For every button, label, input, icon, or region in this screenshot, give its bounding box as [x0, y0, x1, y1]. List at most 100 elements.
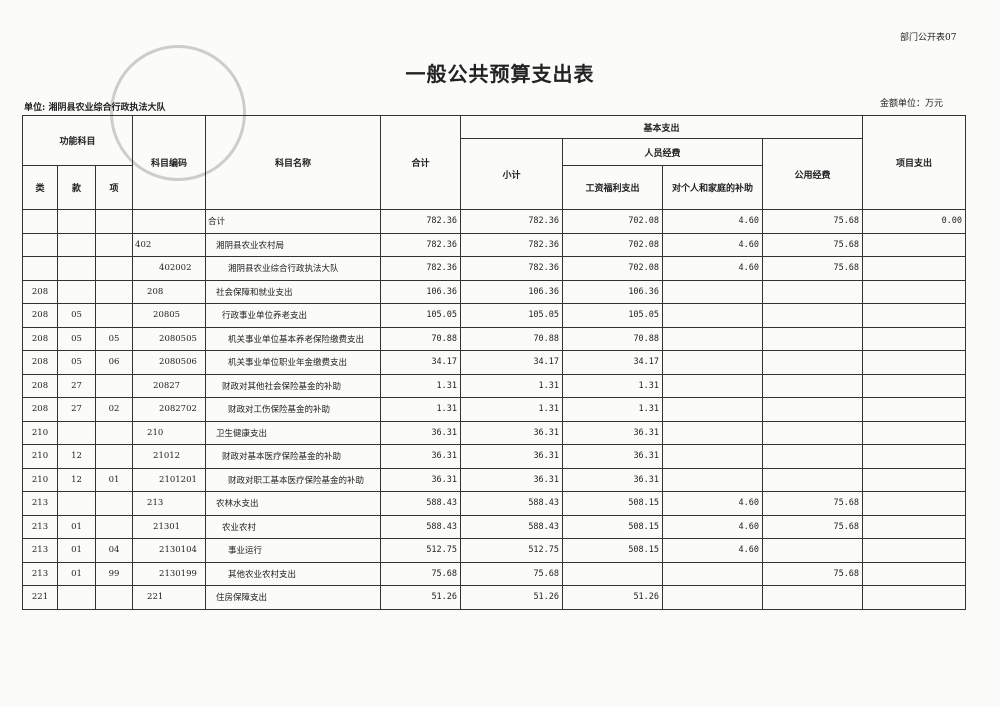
header: 工资福利支出 — [562, 165, 664, 210]
table-body: 合计 782.36 782.36 702.08 4.60 75.68 0.00 402 湘阴县农… — [22, 209, 967, 610]
table-cell — [662, 561, 764, 586]
table-cell — [862, 326, 967, 351]
header: 对个人和家庭的补助 — [662, 165, 764, 210]
table-cell: 财政对其他社会保险基金的补助 — [205, 373, 382, 398]
table-cell: 106.36 — [460, 279, 564, 304]
table-row: 合计 782.36 782.36 702.08 4.60 75.68 0.00 — [22, 209, 967, 234]
table-cell — [94, 303, 134, 328]
table-cell: 221 — [22, 585, 58, 610]
table-cell: 208 — [132, 279, 207, 304]
table-cell: 财政对工伤保险基金的补助 — [205, 397, 382, 422]
table-cell: 508.15 — [562, 491, 664, 516]
table-cell — [94, 491, 134, 516]
table-cell: 105.05 — [380, 303, 462, 328]
table-cell: 36.31 — [460, 444, 564, 469]
currency-label: 金额单位：万元 — [880, 99, 944, 109]
table-cell: 75.68 — [762, 256, 864, 281]
table-cell: 1.31 — [460, 397, 564, 422]
table-cell: 210 — [22, 444, 58, 469]
table-cell — [762, 420, 864, 445]
table-cell — [862, 467, 967, 492]
table-cell: 社会保障和就业支出 — [205, 279, 382, 304]
table-cell: 财政对基本医疗保险基金的补助 — [205, 444, 382, 469]
header: 基本支出 — [460, 115, 864, 139]
table-cell: 01 — [94, 467, 134, 492]
table-cell: 机关事业单位基本养老保险缴费支出 — [205, 326, 382, 351]
table-cell — [862, 444, 967, 469]
header: 合计 — [380, 115, 462, 210]
table-cell: 213 — [22, 538, 58, 563]
table-row: 213 01 04 2130104 事业运行 512.75 512.75 508.15 4.60 — [22, 538, 967, 563]
table-cell: 213 — [22, 561, 58, 586]
table-cell — [762, 538, 864, 563]
header: 款 — [57, 165, 96, 210]
table-cell: 27 — [57, 373, 96, 398]
header: 人员经费 — [562, 138, 764, 166]
table-cell: 210 — [22, 467, 58, 492]
table-cell — [57, 491, 96, 516]
table-cell: 782.36 — [380, 232, 462, 257]
table-cell: 12 — [57, 467, 96, 492]
table-cell: 70.88 — [460, 326, 564, 351]
table-cell — [57, 232, 96, 257]
table-cell — [662, 303, 764, 328]
table-cell — [132, 209, 207, 234]
table-cell — [22, 209, 58, 234]
table-cell: 70.88 — [562, 326, 664, 351]
table-cell: 106.36 — [380, 279, 462, 304]
header: 类 — [22, 165, 58, 210]
table-row: 208 05 06 2080506 机关事业单位职业年金缴费支出 34.17 34.17 34… — [22, 350, 967, 375]
table-cell — [57, 256, 96, 281]
table-cell — [862, 491, 967, 516]
table-cell: 34.17 — [562, 350, 664, 375]
table-cell: 4.60 — [662, 491, 764, 516]
table-cell: 512.75 — [460, 538, 564, 563]
table-cell — [662, 279, 764, 304]
table-cell: 75.68 — [762, 561, 864, 586]
table-row: 210 210 卫生健康支出 36.31 36.31 36.31 — [22, 420, 967, 445]
table-cell: 105.05 — [562, 303, 664, 328]
table-cell — [94, 256, 134, 281]
header: 项目支出 — [862, 115, 967, 210]
table-cell: 01 — [57, 538, 96, 563]
table-cell: 农林水支出 — [205, 491, 382, 516]
table-cell: 402002 — [132, 256, 207, 281]
header: 科目编码 — [132, 115, 207, 210]
table-cell: 06 — [94, 350, 134, 375]
table-cell — [862, 373, 967, 398]
table-cell: 2080506 — [132, 350, 207, 375]
table-cell: 105.05 — [460, 303, 564, 328]
header: 公用经费 — [762, 138, 864, 210]
table-cell: 702.08 — [562, 209, 664, 234]
table-cell: 机关事业单位职业年金缴费支出 — [205, 350, 382, 375]
table-cell: 卫生健康支出 — [205, 420, 382, 445]
table-cell — [94, 585, 134, 610]
table-cell — [662, 373, 764, 398]
table-cell — [762, 303, 864, 328]
table-cell: 36.31 — [562, 467, 664, 492]
table-cell: 05 — [57, 326, 96, 351]
table-row: 208 05 20805 行政事业单位养老支出 105.05 105.05 105.05 — [22, 303, 967, 328]
table-row: 208 27 02 2082702 财政对工伤保险基金的补助 1.31 1.31 1.31 — [22, 397, 967, 422]
table-cell: 36.31 — [562, 444, 664, 469]
table-cell — [662, 350, 764, 375]
table-cell: 782.36 — [380, 256, 462, 281]
table-cell — [862, 420, 967, 445]
table-cell — [94, 232, 134, 257]
table-cell — [94, 514, 134, 539]
table-cell: 34.17 — [460, 350, 564, 375]
table-cell — [57, 209, 96, 234]
table-cell — [762, 326, 864, 351]
table-cell — [862, 514, 967, 539]
table-cell: 213 — [132, 491, 207, 516]
table-cell: 农业农村 — [205, 514, 382, 539]
table-cell: 106.36 — [562, 279, 664, 304]
table-cell: 0.00 — [862, 209, 967, 234]
header: 项 — [94, 165, 134, 210]
table-cell: 70.88 — [380, 326, 462, 351]
table-cell — [862, 303, 967, 328]
table-cell: 20827 — [132, 373, 207, 398]
table-row: 402002 湘阴县农业综合行政执法大队 782.36 782.36 702.08 4.6… — [22, 256, 967, 281]
table-cell: 36.31 — [460, 420, 564, 445]
unit-label: 单位: 湘阴县农业综合行政执法大队 — [24, 103, 166, 113]
